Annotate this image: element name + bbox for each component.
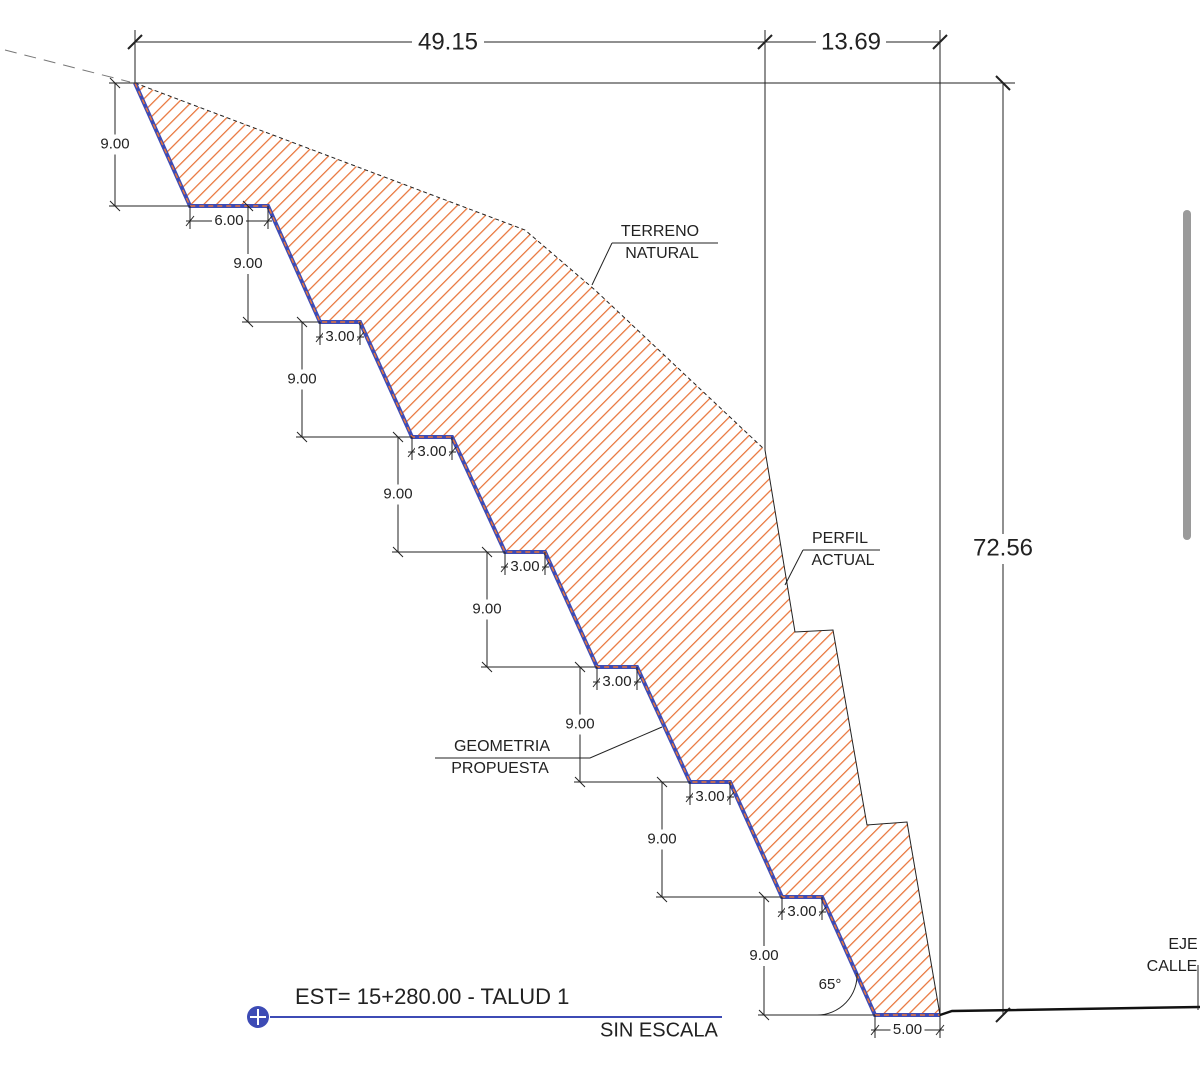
dimension-label: 9.00 [749,947,778,964]
tick [481,546,493,558]
dimension-label: 3.00 [417,443,446,460]
tick [685,791,695,803]
subtitle: SIN ESCALA [600,1019,718,1041]
label-bg [230,254,266,274]
tick [263,215,273,227]
label: EJE [1168,936,1197,953]
dimension-label: 49.15 [418,28,478,55]
title: EST= 15+280.00 - TALUD 1 [295,984,569,1009]
label: GEOMETRIA [454,738,550,755]
label-bg [600,673,634,691]
tick [656,776,668,788]
label-bg [97,134,133,155]
label-bg [323,328,357,346]
leader [591,242,613,286]
leader [435,726,663,759]
label-bg [415,443,449,461]
tick [242,316,254,328]
tick [870,1024,880,1036]
dimension-label: 3.00 [325,328,354,345]
label-bg [412,30,484,54]
tick [725,791,735,803]
scrollbar[interactable] [1183,210,1191,540]
dimension-label: 9.00 [100,135,129,152]
dimension-label: 9.00 [287,370,316,387]
dimension-label: 3.00 [510,558,539,575]
tick [777,906,787,918]
tick [355,331,365,343]
dimension-label: 9.00 [647,830,676,847]
leader [784,549,804,586]
label: NATURAL [625,245,699,262]
label-bg [284,369,320,390]
label-bg [469,599,505,620]
tick [656,891,668,903]
label: CALLE [1147,958,1198,975]
extension-dashed [4,49,131,83]
label-bg [890,1021,925,1039]
label: PROPUESTA [451,760,549,777]
label: ACTUAL [811,552,874,569]
dimension-label: 3.00 [787,903,816,920]
cut-area [135,83,940,1015]
tick [392,431,404,443]
current-profile [764,449,941,1016]
tick [758,891,770,903]
tick [632,676,642,688]
dimension-label: 9.00 [383,485,412,502]
tick [817,906,827,918]
tick [242,200,254,212]
tick [109,200,121,212]
dimension-label: 3.00 [602,673,631,690]
tick [481,661,493,673]
dimension-label: 6.00 [214,212,243,229]
tick [592,676,602,688]
tick [500,561,510,573]
label-bg [816,30,886,54]
label-bg [965,534,1041,564]
dimension-label: 9.00 [472,600,501,617]
tick [392,546,404,558]
label-bg [785,903,819,921]
label-bg [746,946,782,966]
label-bg [693,788,727,806]
tick [296,431,308,443]
tick [540,561,550,573]
dimension-label: 72.56 [973,534,1033,561]
dimension-label: 5.00 [893,1021,922,1038]
angle-arc [816,972,858,1016]
tick [407,446,417,458]
angle-label: 65° [819,976,842,993]
tick [315,331,325,343]
tick [447,446,457,458]
natural-terrain [134,82,766,451]
tick [296,316,308,328]
tick [185,215,195,227]
tick [758,1009,770,1021]
dimension-label: 9.00 [565,715,594,732]
dimension-label: 13.69 [821,28,881,55]
label-bg [212,212,246,230]
road-line [939,1005,1200,1017]
bench-dimensions: 9.00 6.00 9.00 3.00 9.00 3.00 9.00 3.00 9.00 3.00… [97,77,945,1039]
label: PERFIL [812,530,868,547]
dimension-label: 3.00 [695,788,724,805]
tick [574,776,586,788]
label: TERRENO [621,223,699,240]
tick [109,77,121,89]
tick [574,661,586,673]
label-bg [508,558,542,576]
label-bg [644,829,680,850]
dimension-label: 9.00 [233,255,262,272]
label-bg [562,714,598,735]
label-bg [380,484,416,505]
tick [935,1024,945,1036]
